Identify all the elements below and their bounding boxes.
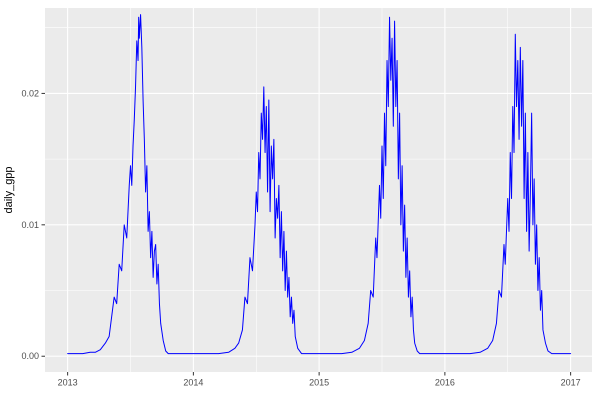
x-tick-label: 2013 <box>58 378 78 388</box>
y-tick-label: 0.01 <box>21 220 39 230</box>
major-gridlines <box>45 8 592 372</box>
data-series <box>67 14 572 355</box>
x-tick-label: 2014 <box>183 378 203 388</box>
data-line-daily_gpp <box>67 14 572 355</box>
x-tick-label: 2017 <box>561 378 581 388</box>
y-tick-label: 0.02 <box>21 88 39 98</box>
y-tick-label: 0.00 <box>21 351 39 361</box>
x-tick-label: 2016 <box>435 378 455 388</box>
y-axis-title: daily_gpp <box>3 166 15 213</box>
x-tick-label: 2015 <box>309 378 329 388</box>
axis-tick-labels: 2013 2014 2015 2016 2017 0.00 0.01 0.02 <box>21 88 580 387</box>
minor-gridlines <box>45 8 592 372</box>
axis-tick-marks <box>41 92 572 376</box>
